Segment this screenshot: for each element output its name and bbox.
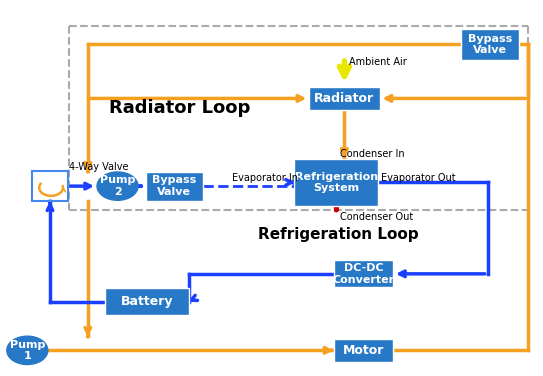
- Text: Radiator Loop: Radiator Loop: [110, 99, 251, 117]
- Text: Pump
2: Pump 2: [100, 175, 135, 197]
- Text: Evaporator In: Evaporator In: [232, 173, 298, 183]
- FancyBboxPatch shape: [294, 159, 378, 206]
- FancyBboxPatch shape: [461, 29, 520, 60]
- Text: Refrigeration
System: Refrigeration System: [295, 171, 378, 193]
- FancyBboxPatch shape: [310, 87, 380, 110]
- Text: Evaporator Out: Evaporator Out: [381, 173, 455, 183]
- Text: Condenser In: Condenser In: [339, 149, 404, 159]
- Text: Refrigeration Loop: Refrigeration Loop: [258, 227, 419, 242]
- Text: Ambient Air: Ambient Air: [349, 57, 407, 67]
- Text: DC-DC
Converter: DC-DC Converter: [332, 263, 394, 285]
- Text: Pump
1: Pump 1: [10, 340, 45, 361]
- Circle shape: [7, 336, 48, 365]
- FancyBboxPatch shape: [333, 339, 393, 362]
- Text: Radiator: Radiator: [314, 92, 375, 105]
- FancyBboxPatch shape: [333, 261, 393, 287]
- Text: Motor: Motor: [343, 344, 384, 357]
- FancyBboxPatch shape: [105, 288, 189, 315]
- FancyBboxPatch shape: [146, 171, 203, 201]
- Text: Bypass
Valve: Bypass Valve: [468, 33, 513, 55]
- Text: Battery: Battery: [121, 295, 174, 308]
- Text: 4-Way Valve: 4-Way Valve: [70, 162, 129, 173]
- Text: Condenser Out: Condenser Out: [339, 212, 413, 222]
- Text: Bypass
Valve: Bypass Valve: [152, 175, 197, 197]
- Circle shape: [97, 172, 138, 200]
